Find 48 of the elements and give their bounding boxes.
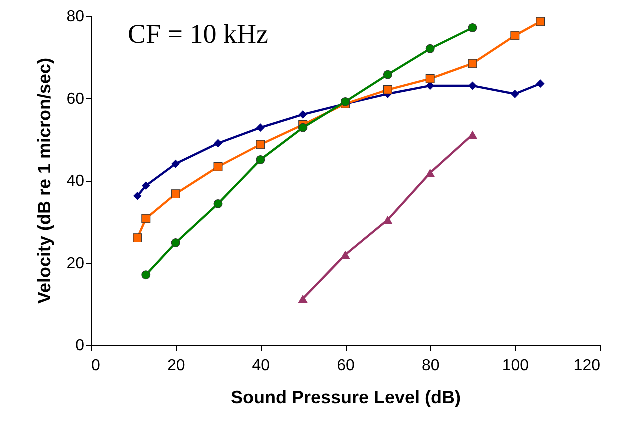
- x-tick-label: 0: [92, 358, 100, 374]
- x-tick-label: 120: [574, 358, 601, 374]
- point: [383, 216, 393, 224]
- annotation: CF = 10 kHz: [128, 19, 268, 49]
- point: [383, 86, 392, 95]
- y-axis-title: Velocity (dB re 1 micron/sec): [34, 58, 55, 304]
- point: [510, 31, 520, 40]
- point: [171, 190, 180, 199]
- point: [468, 23, 478, 32]
- x-axis-title: Sound Pressure Level (dB): [230, 388, 462, 408]
- y-tick-label: 60: [66, 90, 85, 108]
- point: [341, 97, 350, 106]
- y-tick-label: 80: [66, 8, 85, 26]
- y-tick-label: 40: [66, 173, 85, 190]
- point: [142, 270, 151, 280]
- point: [256, 124, 265, 132]
- y-tick-label: 20: [66, 255, 85, 272]
- point: [536, 80, 545, 88]
- point: [298, 294, 308, 304]
- x-tick-label: 80: [422, 358, 440, 374]
- point: [133, 192, 142, 200]
- point: [171, 238, 180, 248]
- point: [468, 82, 477, 90]
- x-tick-label: 40: [252, 358, 270, 374]
- point: [256, 155, 266, 164]
- point: [214, 199, 223, 208]
- x-tick-label: 60: [337, 358, 355, 374]
- point: [256, 140, 266, 150]
- point: [536, 17, 546, 26]
- x-tick-label: 100: [502, 358, 530, 374]
- point: [340, 250, 350, 260]
- point: [214, 139, 222, 148]
- point: [426, 168, 436, 178]
- point: [468, 130, 478, 139]
- point: [426, 44, 435, 54]
- point: [426, 74, 435, 84]
- x-tick-label: 20: [167, 358, 186, 374]
- point: [142, 214, 151, 224]
- point: [298, 123, 308, 132]
- point: [133, 234, 142, 243]
- point: [510, 90, 520, 98]
- point: [142, 182, 150, 190]
- point: [298, 110, 308, 119]
- point: [214, 162, 223, 172]
- point: [172, 160, 180, 168]
- point: [468, 59, 478, 68]
- y-tick-label: 0: [76, 338, 85, 354]
- point: [383, 70, 392, 80]
